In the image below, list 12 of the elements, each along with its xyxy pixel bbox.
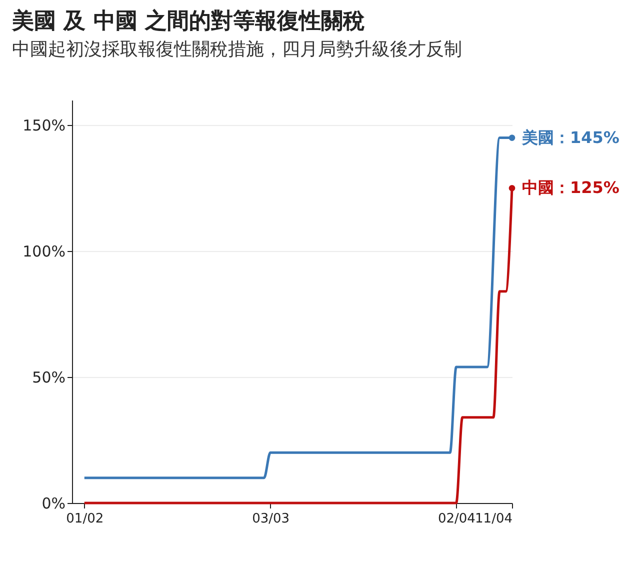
x-tick-label: 03/03 <box>252 512 290 526</box>
y-tick-label: 100% <box>22 242 66 261</box>
y-tick-label: 150% <box>22 116 66 135</box>
annotation: 中國：125% <box>522 178 620 198</box>
y-tick-label: 0% <box>42 494 66 512</box>
chart-subtitle: 中國起初沒採取報復性關稅措施，四月局勢升級後才反制 <box>12 39 462 60</box>
x-tick-label: 02/04 <box>438 512 476 526</box>
annotation: 美國：145% <box>521 128 620 147</box>
x-tick-label: 11/04 <box>475 512 512 526</box>
x-tick-label: 01/02 <box>66 512 104 526</box>
chart-title: 美國 及 中國 之間的對等報復性關稅 <box>11 8 365 34</box>
y-tick-label: 50% <box>32 368 66 387</box>
